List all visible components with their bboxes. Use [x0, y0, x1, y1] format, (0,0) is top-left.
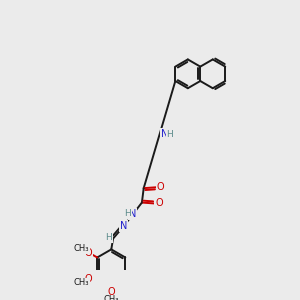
Text: O: O — [157, 182, 165, 192]
Text: N: N — [129, 209, 137, 219]
Text: N: N — [120, 221, 128, 231]
Text: CH₃: CH₃ — [74, 244, 89, 253]
Text: H: H — [105, 233, 112, 242]
Text: O: O — [85, 248, 92, 257]
Text: O: O — [107, 287, 115, 297]
Text: CH₃: CH₃ — [74, 278, 89, 287]
Text: CH₃: CH₃ — [103, 295, 119, 300]
Text: O: O — [155, 199, 163, 208]
Text: H: H — [124, 209, 131, 218]
Text: N: N — [161, 129, 169, 139]
Text: O: O — [85, 274, 92, 284]
Text: H: H — [167, 130, 173, 139]
